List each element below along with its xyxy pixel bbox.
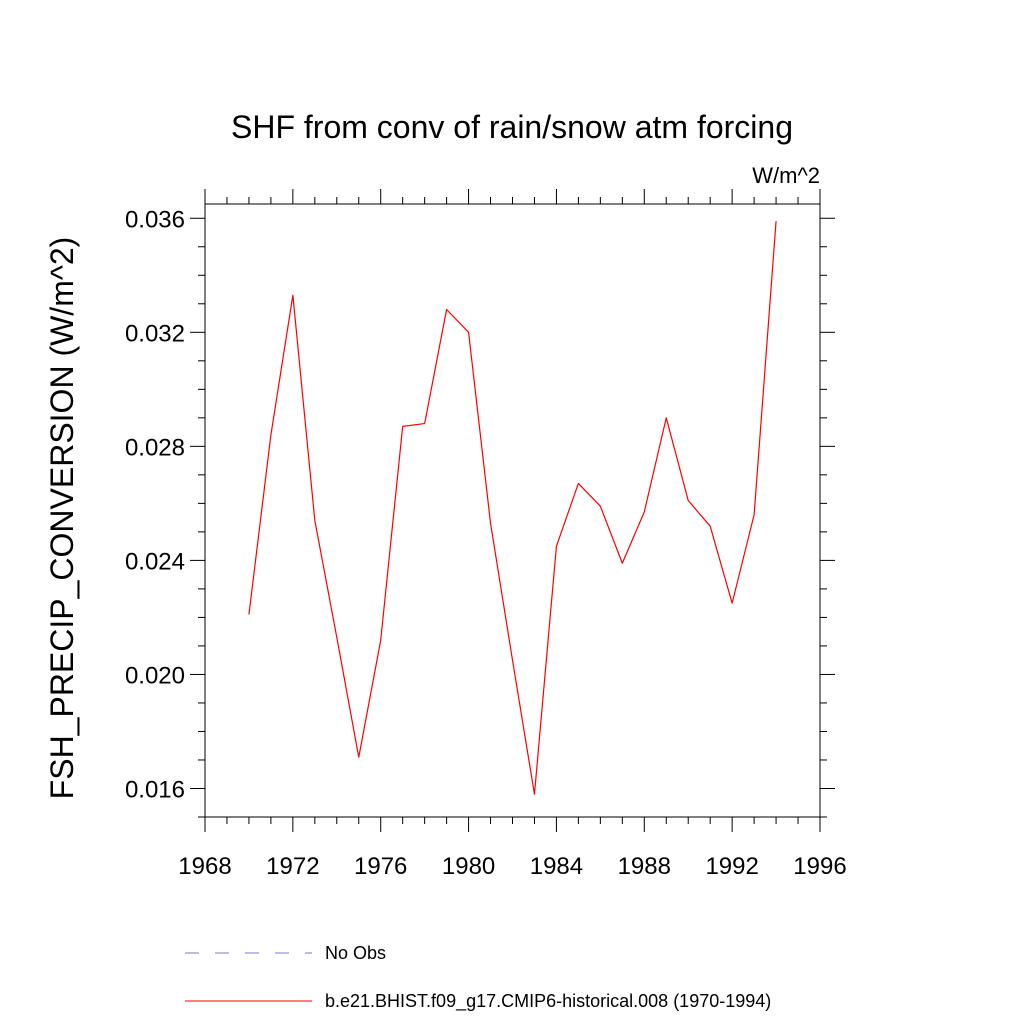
x-tick-label: 1984 <box>530 853 583 880</box>
x-tick-label: 1968 <box>178 853 231 880</box>
y-tick-label: 0.028 <box>125 434 185 461</box>
y-tick-label: 0.024 <box>125 548 185 575</box>
y-tick-label: 0.020 <box>125 662 185 689</box>
axis-tick-labels: 1968 1972 1976 1980 1984 1988 1992 1996 0.016 0.0… <box>125 206 847 880</box>
plot-frame <box>204 203 821 818</box>
series-layer <box>248 221 777 795</box>
x-tick-label: 1976 <box>354 853 407 880</box>
chart-title: SHF from conv of rain/snow atm forcing <box>231 109 793 145</box>
legend: No Obs b.e21.BHIST.f09_g17.CMIP6-histori… <box>185 943 771 1012</box>
x-tick-label: 1992 <box>705 853 758 880</box>
legend-label-no-obs: No Obs <box>325 943 386 963</box>
x-tick-label: 1980 <box>442 853 495 880</box>
y-axis-label: FSH_PRECIP_CONVERSION (W/m^2) <box>44 237 80 800</box>
x-tick-label: 1988 <box>618 853 671 880</box>
legend-label-model-run: b.e21.BHIST.f09_g17.CMIP6-historical.008… <box>325 991 771 1012</box>
series-line <box>248 221 777 795</box>
x-tick-label: 1996 <box>793 853 846 880</box>
y-tick-label: 0.016 <box>125 776 185 803</box>
units-label: W/m^2 <box>752 163 820 188</box>
y-tick-label: 0.036 <box>125 206 185 233</box>
x-tick-label: 1972 <box>266 853 319 880</box>
y-tick-label: 0.032 <box>125 320 185 347</box>
axis-ticks <box>190 189 835 832</box>
